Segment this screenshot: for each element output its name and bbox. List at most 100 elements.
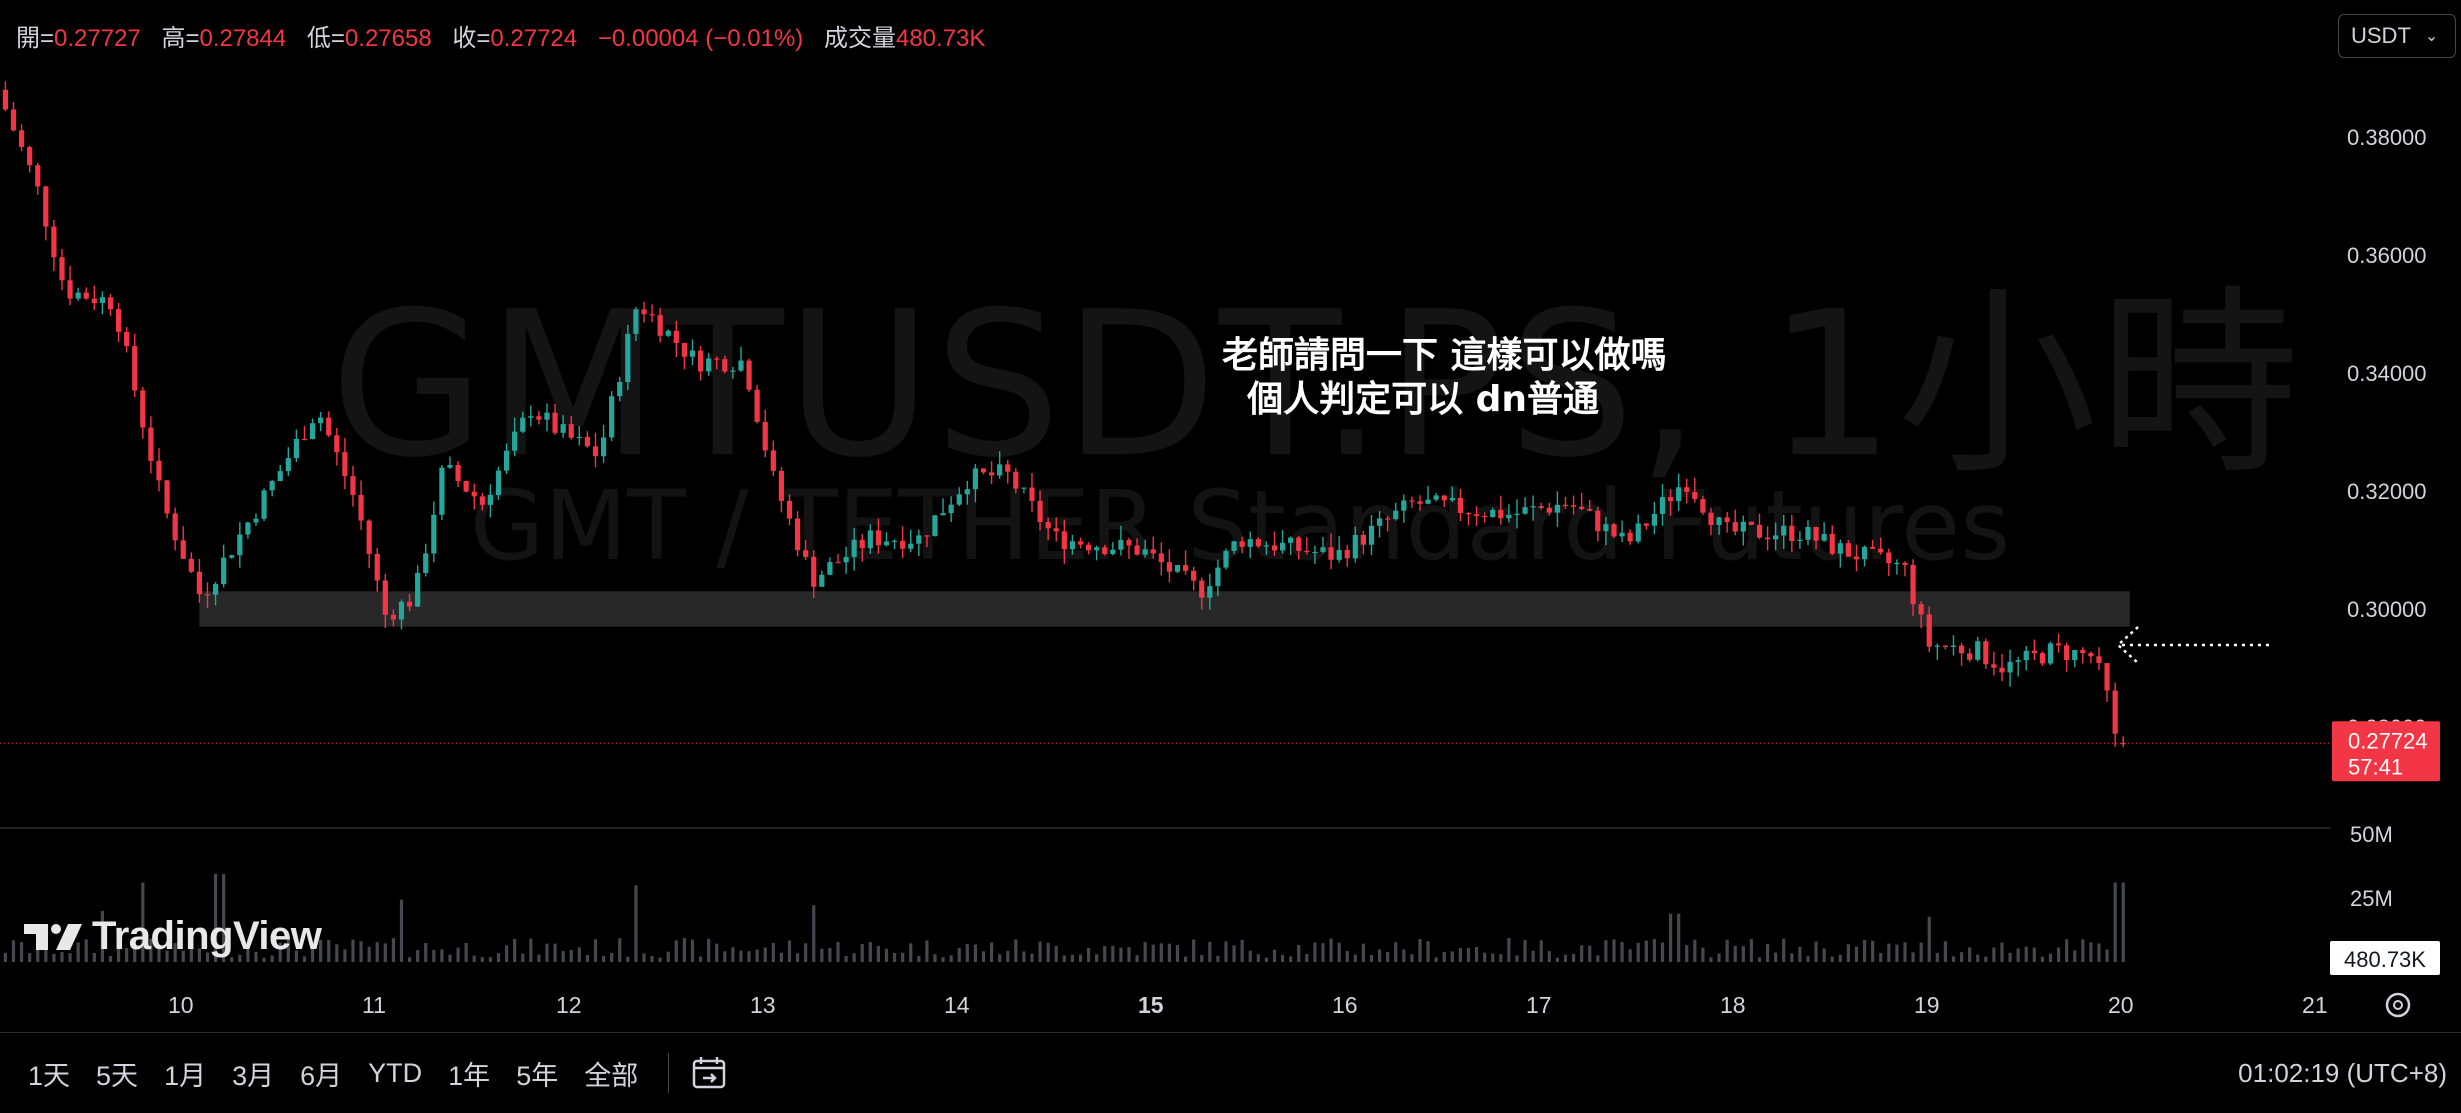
- candle-body[interactable]: [1861, 546, 1868, 560]
- candle-body[interactable]: [1279, 542, 1286, 551]
- candle-body[interactable]: [1401, 500, 1407, 511]
- candle-body[interactable]: [625, 333, 631, 383]
- candle-body[interactable]: [1304, 550, 1310, 553]
- candle-body[interactable]: [867, 530, 873, 549]
- candle-body[interactable]: [1094, 547, 1100, 551]
- candle-body[interactable]: [382, 580, 388, 615]
- candle-body[interactable]: [2039, 653, 2045, 664]
- candle-body[interactable]: [18, 130, 25, 147]
- candle-body[interactable]: [1756, 524, 1763, 538]
- candle-body[interactable]: [27, 146, 33, 166]
- candle-body[interactable]: [43, 186, 49, 227]
- candle-body[interactable]: [1061, 531, 1067, 550]
- candle-body[interactable]: [1546, 507, 1552, 513]
- candle-body[interactable]: [1983, 641, 1989, 665]
- candle-body[interactable]: [503, 450, 510, 471]
- candle-body[interactable]: [536, 416, 542, 420]
- candle-body[interactable]: [277, 471, 283, 481]
- candle-body[interactable]: [309, 423, 316, 440]
- candle-body[interactable]: [1473, 514, 1480, 516]
- candle-body[interactable]: [140, 390, 146, 428]
- candle-body[interactable]: [495, 470, 502, 495]
- candle-body[interactable]: [1134, 545, 1140, 555]
- candle-body[interactable]: [1215, 567, 1221, 587]
- currency-select[interactable]: USDT ⌄: [2338, 14, 2456, 58]
- candle-body[interactable]: [132, 346, 138, 391]
- candle-body[interactable]: [964, 489, 970, 495]
- candle-body[interactable]: [479, 496, 485, 505]
- candle-body[interactable]: [1207, 586, 1213, 598]
- candle-body[interactable]: [1231, 541, 1237, 551]
- candle-body[interactable]: [1425, 499, 1431, 504]
- candle-body[interactable]: [1805, 526, 1811, 540]
- candle-body[interactable]: [1611, 524, 1617, 537]
- candle-body[interactable]: [10, 109, 17, 131]
- candle-body[interactable]: [980, 468, 987, 473]
- candle-body[interactable]: [59, 257, 65, 281]
- candle-body[interactable]: [1813, 526, 1819, 541]
- candle-body[interactable]: [875, 530, 881, 546]
- candle-body[interactable]: [1029, 487, 1035, 501]
- candle-body[interactable]: [366, 520, 372, 554]
- candle-body[interactable]: [269, 480, 275, 491]
- candle-body[interactable]: [552, 412, 558, 433]
- candle-body[interactable]: [770, 450, 776, 471]
- candle-body[interactable]: [1441, 495, 1447, 501]
- candle-body[interactable]: [714, 358, 720, 360]
- candle-body[interactable]: [762, 421, 768, 451]
- candle-body[interactable]: [124, 331, 130, 347]
- candle-body[interactable]: [1958, 645, 1965, 654]
- candle-body[interactable]: [722, 359, 728, 372]
- candle-body[interactable]: [988, 472, 995, 476]
- candle-body[interactable]: [148, 427, 154, 461]
- candle-body[interactable]: [1449, 497, 1455, 501]
- candle-body[interactable]: [1393, 510, 1399, 520]
- range-6m-button[interactable]: 6月: [300, 1060, 343, 1091]
- candle-body[interactable]: [1894, 562, 1900, 565]
- candle-body[interactable]: [1692, 491, 1698, 500]
- range-1d-button[interactable]: 1天: [28, 1060, 71, 1091]
- candle-body[interactable]: [835, 562, 841, 564]
- candle-body[interactable]: [107, 297, 114, 310]
- candle-body[interactable]: [1627, 532, 1633, 542]
- candle-body[interactable]: [1077, 541, 1084, 545]
- candle-body[interactable]: [1417, 501, 1423, 504]
- calendar-goto-icon[interactable]: [689, 1053, 729, 1093]
- candle-body[interactable]: [617, 382, 623, 397]
- candle-body[interactable]: [2064, 645, 2070, 661]
- candle-body[interactable]: [900, 540, 906, 549]
- candle-body[interactable]: [1934, 645, 1940, 647]
- candle-body[interactable]: [1942, 645, 1948, 647]
- candle-body[interactable]: [2007, 661, 2013, 673]
- candle-body[interactable]: [156, 460, 162, 481]
- candle-body[interactable]: [1821, 533, 1827, 541]
- candle-body[interactable]: [948, 504, 954, 514]
- candle-body[interactable]: [1667, 496, 1674, 502]
- candle-body[interactable]: [560, 424, 566, 433]
- candle-body[interactable]: [641, 309, 647, 315]
- candle-body[interactable]: [1878, 548, 1884, 553]
- candle-body[interactable]: [1490, 509, 1496, 518]
- candle-body[interactable]: [253, 518, 259, 523]
- candle-body[interactable]: [447, 464, 453, 468]
- gear-icon[interactable]: [2385, 992, 2411, 1018]
- candle-body[interactable]: [1239, 541, 1245, 547]
- candle-body[interactable]: [520, 417, 526, 432]
- candle-body[interactable]: [204, 594, 211, 596]
- candle-body[interactable]: [261, 490, 267, 519]
- tradingview-logo[interactable]: TradingView: [22, 914, 322, 959]
- candle-body[interactable]: [188, 558, 194, 572]
- candle-body[interactable]: [1530, 506, 1536, 508]
- range-all-button[interactable]: 全部: [584, 1060, 639, 1091]
- candle-body[interactable]: [285, 458, 291, 472]
- candle-body[interactable]: [2072, 649, 2078, 661]
- candle-body[interactable]: [2096, 656, 2102, 664]
- candle-body[interactable]: [1191, 570, 1197, 581]
- candle-body[interactable]: [972, 468, 978, 490]
- candle-body[interactable]: [730, 370, 736, 372]
- candle-body[interactable]: [1764, 537, 1771, 540]
- candle-body[interactable]: [1102, 547, 1108, 555]
- candle-body[interactable]: [1126, 539, 1132, 546]
- candle-body[interactable]: [1538, 506, 1544, 508]
